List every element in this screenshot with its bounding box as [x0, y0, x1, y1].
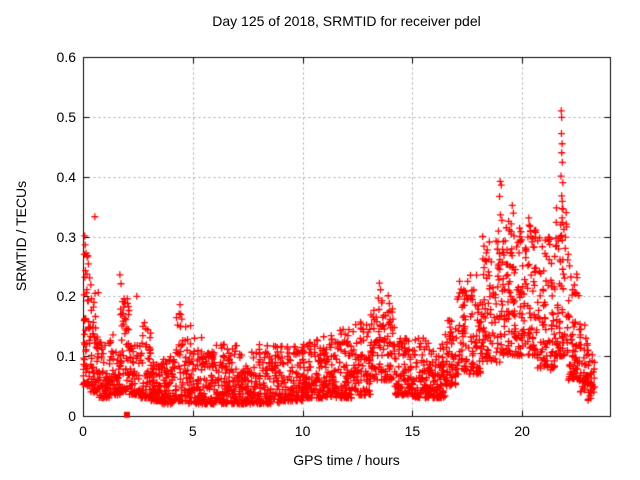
chart-title: Day 125 of 2018, SRMTID for receiver pde… — [212, 13, 481, 29]
y-tick-label: 0 — [68, 408, 76, 424]
y-tick-label: 0.4 — [56, 168, 76, 185]
y-tick-label: 0.6 — [56, 49, 76, 65]
x-axis-title: GPS time / hours — [293, 452, 400, 468]
x-tick-label: 10 — [294, 423, 311, 439]
x-tick-label: 20 — [514, 423, 530, 439]
x-tick-label: 0 — [79, 423, 87, 439]
x-tick-label: 5 — [188, 423, 197, 439]
y-tick-label: 0.5 — [56, 108, 76, 125]
y-tick-label: 0.1 — [56, 348, 76, 365]
x-tick-label: 15 — [404, 423, 421, 439]
y-tick-label: 0.3 — [56, 228, 76, 245]
y-tick-label: 0.2 — [56, 288, 76, 305]
